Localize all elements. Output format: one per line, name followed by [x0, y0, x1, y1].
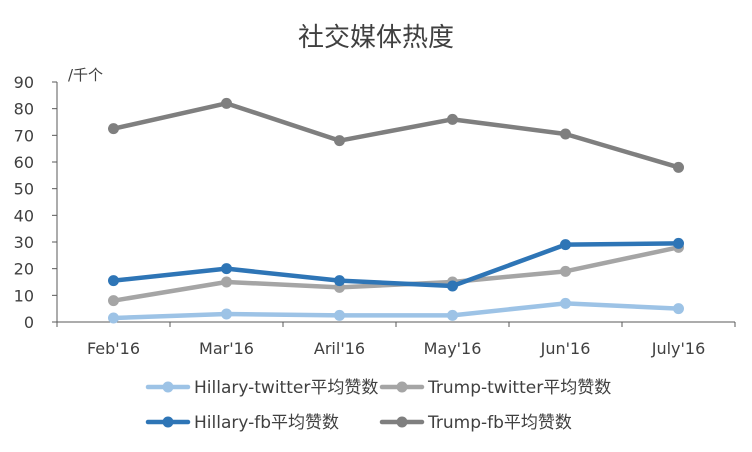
x-tick-label: May'16	[424, 339, 482, 358]
legend-item: Hillary-twitter平均赞数	[145, 378, 378, 398]
legend-label: Trump-fb平均赞数	[427, 413, 572, 433]
x-tick-label: July'16	[651, 339, 706, 358]
series	[108, 97, 684, 173]
data-point	[334, 135, 345, 147]
series-line	[111, 301, 681, 321]
data-point	[108, 312, 119, 324]
y-tick-label: 20	[14, 260, 34, 279]
data-point	[334, 309, 345, 321]
y-tick-label: 10	[14, 286, 34, 305]
y-tick-label: 80	[14, 100, 34, 119]
x-tick-label: Mar'16	[199, 339, 254, 358]
legend-swatch-marker	[396, 381, 408, 393]
y-tick-label: 30	[14, 233, 34, 252]
legend-swatch-marker	[162, 381, 174, 393]
legend: Hillary-twitter平均赞数 Trump-twitter平均赞数 Hill…	[145, 378, 611, 433]
legend-label: Trump-twitter平均赞数	[427, 378, 611, 398]
x-tick-label: Feb'16	[87, 339, 140, 358]
y-tick-label: 70	[14, 126, 34, 145]
y-tick-label: 50	[14, 180, 34, 199]
data-point	[673, 303, 684, 315]
data-point	[221, 276, 232, 288]
legend-item: Hillary-fb平均赞数	[145, 413, 339, 433]
data-point	[673, 161, 684, 173]
data-point	[560, 297, 571, 309]
y-tick-label: 90	[14, 73, 34, 92]
legend-swatch-marker	[396, 416, 408, 428]
series	[108, 237, 684, 292]
series-line	[111, 241, 681, 289]
data-point	[221, 263, 232, 275]
series-line	[111, 101, 681, 170]
series-line	[111, 245, 681, 303]
data-point	[560, 128, 571, 140]
legend-item: Trump-twitter平均赞数	[379, 378, 611, 398]
data-point	[108, 295, 119, 307]
data-point	[447, 113, 458, 125]
data-point	[221, 308, 232, 320]
data-point	[334, 275, 345, 287]
chart-title: 社交媒体热度	[298, 23, 454, 53]
legend-label: Hillary-twitter平均赞数	[194, 378, 378, 398]
axes: 0 10 20 30 40 50 60 70 80 90 Feb'16 Mar'16 Aril'16 Ma…	[14, 73, 736, 358]
data-point	[108, 123, 119, 135]
legend-swatch-marker	[162, 416, 174, 428]
legend-label: Hillary-fb平均赞数	[194, 413, 339, 433]
y-tick-label: 0	[24, 313, 34, 332]
data-point	[447, 309, 458, 321]
y-unit-label: /千个	[68, 66, 103, 84]
legend-item: Trump-fb平均赞数	[379, 413, 572, 433]
data-point	[560, 265, 571, 277]
data-point	[447, 280, 458, 292]
data-point	[221, 97, 232, 109]
data-point	[108, 275, 119, 287]
x-tick-label: Jun'16	[540, 339, 591, 358]
y-tick-label: 60	[14, 153, 34, 172]
x-tick-label: Aril'16	[314, 339, 365, 358]
data-point	[673, 237, 684, 249]
y-tick-label: 40	[14, 206, 34, 225]
data-point	[560, 239, 571, 251]
series-layer	[108, 97, 684, 324]
series	[108, 297, 684, 324]
